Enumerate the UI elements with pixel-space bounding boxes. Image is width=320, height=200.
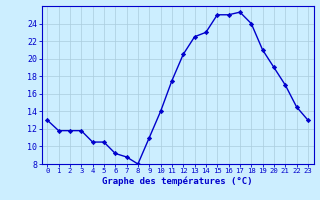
X-axis label: Graphe des températures (°C): Graphe des températures (°C)	[102, 177, 253, 186]
